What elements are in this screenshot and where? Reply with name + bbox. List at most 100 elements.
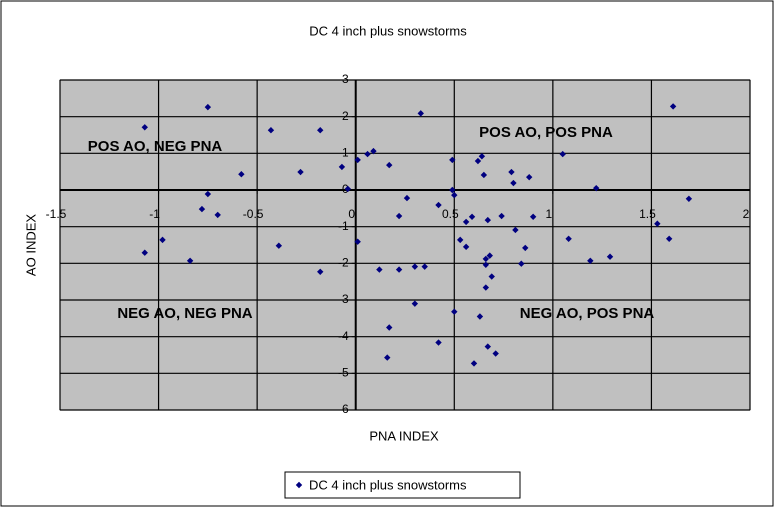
y-tick-label: -5 bbox=[338, 366, 349, 380]
point bbox=[417, 110, 424, 117]
point bbox=[403, 194, 411, 202]
point bbox=[606, 253, 614, 260]
y-tick-label: 2 bbox=[342, 109, 349, 123]
point bbox=[344, 185, 352, 193]
point bbox=[354, 156, 361, 164]
point bbox=[462, 243, 470, 251]
point bbox=[386, 324, 393, 331]
point bbox=[488, 273, 495, 280]
y-axis-label: AO INDEX bbox=[23, 214, 38, 276]
point bbox=[267, 127, 275, 134]
quadrant-label: NEG AO, POS PNA bbox=[520, 305, 655, 322]
point bbox=[482, 284, 490, 291]
point bbox=[395, 212, 403, 220]
point bbox=[141, 249, 148, 256]
point bbox=[482, 261, 490, 268]
y-tick-label: -3 bbox=[338, 292, 349, 306]
point bbox=[317, 127, 324, 134]
point bbox=[526, 173, 533, 181]
x-tick-label: 1 bbox=[546, 207, 553, 221]
y-tick-label: 3 bbox=[342, 72, 349, 86]
point bbox=[354, 238, 361, 245]
point bbox=[484, 216, 491, 224]
point bbox=[462, 218, 470, 226]
point bbox=[449, 186, 456, 194]
point bbox=[476, 313, 484, 320]
quadrant-label: NEG AO, NEG PNA bbox=[117, 305, 252, 322]
point bbox=[204, 103, 212, 111]
point bbox=[593, 184, 600, 192]
point bbox=[492, 350, 499, 357]
x-tick-label: -0.5 bbox=[243, 207, 264, 221]
point bbox=[457, 236, 464, 244]
point bbox=[411, 300, 419, 307]
point bbox=[204, 190, 212, 198]
legend-marker bbox=[295, 481, 303, 489]
point bbox=[449, 156, 456, 164]
legend-box bbox=[284, 471, 521, 499]
y-tick-label: -6 bbox=[338, 402, 349, 416]
point bbox=[364, 150, 371, 158]
point bbox=[435, 339, 442, 346]
point bbox=[411, 263, 419, 270]
point bbox=[159, 236, 166, 244]
point bbox=[512, 226, 519, 234]
point bbox=[370, 147, 377, 155]
point bbox=[529, 213, 537, 220]
x-tick-label: -1.5 bbox=[46, 207, 67, 221]
point bbox=[317, 268, 324, 275]
point bbox=[297, 168, 304, 176]
point bbox=[421, 263, 428, 270]
point bbox=[451, 308, 458, 315]
point bbox=[685, 195, 693, 202]
point bbox=[338, 163, 346, 171]
point bbox=[508, 168, 515, 176]
point bbox=[470, 360, 478, 367]
point bbox=[510, 179, 517, 187]
point bbox=[386, 161, 393, 169]
point bbox=[384, 354, 391, 361]
plot-area bbox=[59, 79, 751, 411]
point bbox=[484, 343, 491, 350]
point bbox=[468, 213, 476, 220]
point bbox=[486, 252, 493, 259]
point bbox=[522, 244, 529, 252]
x-axis-label: PNA INDEX bbox=[369, 428, 439, 443]
quadrant-label: POS AO, POS PNA bbox=[479, 124, 613, 141]
chart-title: DC 4 inch plus snowstorms bbox=[309, 23, 467, 38]
point bbox=[587, 257, 594, 264]
x-tick-label: -1 bbox=[149, 207, 160, 221]
point bbox=[376, 266, 383, 273]
legend-label: DC 4 inch plus snowstorms bbox=[309, 477, 467, 492]
y-tick-label: -2 bbox=[338, 256, 349, 270]
point bbox=[478, 153, 486, 160]
point bbox=[474, 157, 482, 165]
point bbox=[518, 260, 525, 267]
point bbox=[141, 124, 148, 131]
point bbox=[665, 235, 673, 242]
y-tick-label: -4 bbox=[338, 329, 349, 343]
point bbox=[482, 255, 490, 263]
point bbox=[395, 266, 403, 273]
point bbox=[238, 171, 245, 178]
quadrant-label: POS AO, NEG PNA bbox=[88, 138, 223, 155]
point bbox=[435, 201, 442, 209]
y-tick-label: 1 bbox=[342, 146, 349, 160]
point bbox=[186, 257, 194, 264]
point bbox=[214, 211, 221, 219]
y-tick-label: -1 bbox=[338, 219, 349, 233]
point bbox=[480, 171, 488, 179]
point bbox=[559, 150, 566, 158]
x-tick-label: 0 bbox=[348, 207, 355, 221]
point bbox=[654, 220, 661, 227]
point bbox=[275, 242, 283, 249]
x-tick-label: 2 bbox=[743, 207, 750, 221]
point bbox=[565, 235, 572, 242]
point bbox=[498, 212, 505, 220]
point bbox=[669, 103, 677, 110]
point bbox=[451, 191, 458, 199]
x-tick-label: 1.5 bbox=[639, 207, 656, 221]
point bbox=[198, 205, 206, 213]
x-tick-label: 0.5 bbox=[442, 207, 459, 221]
